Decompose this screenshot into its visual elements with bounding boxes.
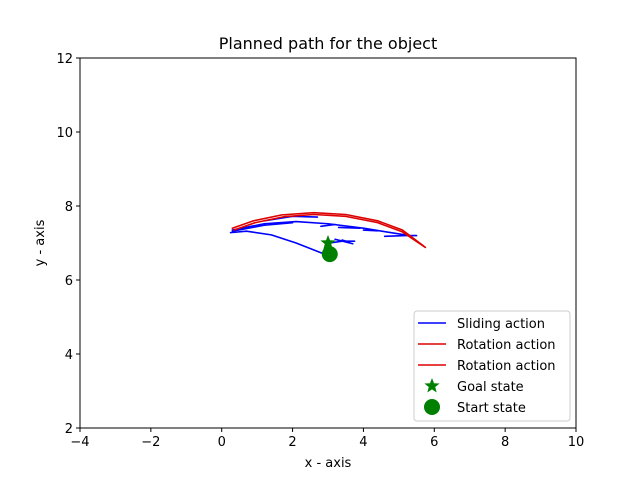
y-tick-label: 2 — [65, 422, 73, 437]
y-axis-label: y - axis — [33, 219, 48, 266]
y-tick-label: 12 — [56, 52, 73, 67]
goal-state-marker — [320, 235, 336, 250]
x-axis-label: x - axis — [305, 456, 352, 471]
x-tick-label: 8 — [501, 435, 509, 450]
x-tick-label: −2 — [141, 435, 160, 450]
plot-markers — [320, 235, 338, 263]
series-line-1 — [231, 211, 425, 247]
x-axis: −4 −2 0 2 4 6 8 10 — [70, 428, 584, 450]
legend-circle-swatch — [424, 399, 440, 415]
legend-label: Start state — [457, 401, 526, 416]
x-tick-label: 0 — [218, 435, 226, 450]
y-tick-label: 6 — [65, 274, 73, 289]
y-tick-label: 4 — [65, 348, 73, 363]
plot-frame — [79, 57, 577, 429]
y-tick-label: 8 — [65, 200, 73, 215]
legend-box — [413, 310, 571, 422]
series-line-0 — [383, 234, 418, 238]
x-tick-label: −4 — [70, 435, 89, 450]
legend-label: Rotation action — [457, 338, 556, 353]
legend-label: Goal state — [457, 380, 524, 395]
y-tick-label: 10 — [56, 126, 73, 141]
legend-star-swatch — [424, 378, 440, 393]
series-line-0 — [341, 239, 351, 244]
x-tick-label: 2 — [288, 435, 296, 450]
legend-label: Sliding action — [457, 317, 545, 332]
series-line-0 — [334, 238, 354, 245]
series-line-0 — [231, 221, 294, 232]
series-line-0 — [320, 223, 336, 228]
series-line-0 — [229, 230, 326, 255]
series-line-2 — [233, 213, 427, 249]
start-state-marker — [321, 246, 338, 263]
chart-title: Planned path for the object — [219, 34, 437, 53]
x-tick-label: 4 — [359, 435, 367, 450]
y-axis: 2 4 6 8 10 12 — [56, 52, 80, 437]
legend: Sliding action Rotation action Rotation ac… — [413, 310, 571, 422]
x-tick-label: 10 — [568, 435, 585, 450]
legend-label: Rotation action — [457, 359, 556, 374]
plot-lines — [229, 211, 427, 255]
x-tick-label: 6 — [430, 435, 438, 450]
series-line-0 — [337, 226, 361, 229]
series-line-0 — [362, 229, 379, 232]
series-line-0 — [231, 220, 411, 237]
